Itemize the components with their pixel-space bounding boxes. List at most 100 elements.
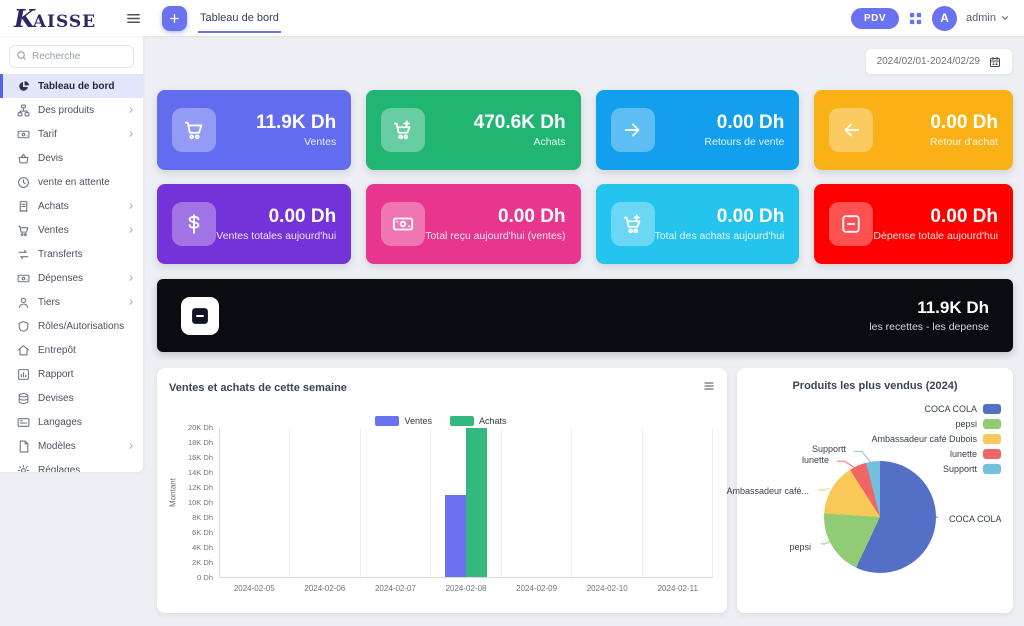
sidebar-item-tarif[interactable]: Tarif bbox=[0, 122, 143, 146]
chevron-right-icon bbox=[127, 442, 135, 450]
banner-text: 11.9K Dh les recettes - les depense bbox=[869, 298, 989, 333]
sidebar-item-transferts[interactable]: Transferts bbox=[0, 242, 143, 266]
chart-menu-icon[interactable] bbox=[703, 380, 715, 395]
shield-icon bbox=[17, 320, 30, 333]
sidebar: Tableau de bord Des produits Tarif Devis ven… bbox=[0, 36, 143, 472]
sidebar-item-label: Tiers bbox=[38, 296, 60, 308]
filter-row: 2024/02/01-2024/02/29 bbox=[157, 48, 1013, 75]
sidebar-item-label: Réglages bbox=[38, 464, 81, 473]
x-tick: 2024-02-08 bbox=[445, 584, 487, 593]
top-header: K AISSE Tableau de bord PDV A admin bbox=[0, 0, 1024, 36]
stat-card-value: 470.6K Dh bbox=[473, 111, 566, 133]
sidebar-item-ventes[interactable]: Ventes bbox=[0, 218, 143, 242]
user-icon bbox=[17, 296, 30, 309]
stat-card-depense-totale-aujourd-hui[interactable]: 0.00 Dh Dépense totale aujourd'hui bbox=[814, 184, 1013, 264]
stat-card-value: 0.00 Dh bbox=[268, 205, 337, 227]
sidebar-item-rapport[interactable]: Rapport bbox=[0, 362, 143, 386]
sidebar-item-entrepot[interactable]: Entrepôt bbox=[0, 338, 143, 362]
minus-square-icon bbox=[829, 202, 874, 246]
legend-swatch bbox=[983, 464, 1001, 474]
bar-slot bbox=[290, 428, 361, 577]
menu-toggle-icon[interactable] bbox=[118, 11, 148, 26]
stat-card-achats[interactable]: 470.6K Dh Achats bbox=[366, 90, 581, 170]
sidebar-item-devises[interactable]: Devises bbox=[0, 386, 143, 410]
pie-chart[interactable] bbox=[824, 461, 936, 573]
basket-icon bbox=[17, 152, 30, 165]
bar-slot bbox=[502, 428, 573, 577]
banknote-icon bbox=[381, 202, 426, 246]
sidebar-item-depenses[interactable]: Dépenses bbox=[0, 266, 143, 290]
arrow-left-icon bbox=[829, 108, 874, 152]
stat-card-label: Total reçu aujourd'hui (ventes) bbox=[425, 230, 566, 243]
tab-dashboard[interactable]: Tableau de bord bbox=[198, 3, 281, 33]
cart-icon bbox=[172, 108, 216, 152]
stat-card-value: 11.9K Dh bbox=[255, 111, 337, 133]
arrow-right-icon bbox=[610, 108, 655, 152]
y-axis-labels: 20K Dh 18K Dh 16K Dh 14K Dh 12K Dh 10K Dh 8K D… bbox=[187, 423, 213, 582]
sidebar-item-label: Entrepôt bbox=[38, 344, 76, 356]
user-avatar[interactable]: A bbox=[932, 5, 958, 31]
stat-card-ventes-totales-aujourd-hui[interactable]: 0.00 Dh Ventes totales aujourd'hui bbox=[157, 184, 352, 264]
x-tick: 2024-02-11 bbox=[657, 584, 698, 593]
sidebar-item-label: vente en attente bbox=[38, 176, 110, 188]
search-input[interactable] bbox=[9, 45, 134, 68]
sidebar-item-label: Tableau de bord bbox=[38, 80, 115, 92]
sidebar-item-achats[interactable]: Achats bbox=[0, 194, 143, 218]
stat-card-label: Ventes totales aujourd'hui bbox=[216, 230, 337, 243]
transfer-icon bbox=[17, 248, 30, 261]
legend-swatch bbox=[450, 416, 474, 426]
sidebar-search bbox=[9, 45, 134, 68]
date-range-picker[interactable]: 2024/02/01-2024/02/29 bbox=[864, 48, 1013, 75]
sidebar-item-label: Modèles bbox=[38, 440, 76, 452]
stat-card-retours-de-vente[interactable]: 0.00 Dh Retours de vente bbox=[595, 90, 800, 170]
bar-ventes-2024-02-08[interactable] bbox=[444, 495, 466, 577]
x-tick: 2024-02-09 bbox=[516, 584, 558, 593]
sidebar-item-tableau-de-bord[interactable]: Tableau de bord bbox=[0, 74, 143, 98]
stat-card-value: 0.00 Dh bbox=[716, 205, 785, 227]
stat-card-value: 0.00 Dh bbox=[497, 205, 566, 227]
pie-legend-item-supportt[interactable]: Supportt bbox=[871, 464, 1001, 474]
stat-card-value: 0.00 Dh bbox=[930, 111, 998, 133]
legend-item-ventes[interactable]: Ventes bbox=[375, 416, 432, 426]
pie-label-cafe: Ambassadeur café... bbox=[726, 486, 809, 496]
legend-item-achats[interactable]: Achats bbox=[450, 416, 507, 426]
banknote-icon bbox=[17, 128, 30, 141]
sidebar-item-langages[interactable]: Langages bbox=[0, 410, 143, 434]
sidebar-item-devis[interactable]: Devis bbox=[0, 146, 143, 170]
sidebar-item-vente-en-attente[interactable]: vente en attente bbox=[0, 170, 143, 194]
brand-logo[interactable]: K AISSE bbox=[0, 4, 118, 33]
new-tab-button[interactable] bbox=[162, 5, 187, 31]
brand-logo-initial: K bbox=[14, 3, 35, 33]
sidebar-item-des-produits[interactable]: Des produits bbox=[0, 98, 143, 122]
pdv-button[interactable]: PDV bbox=[850, 7, 900, 29]
sidebar-item-label: Devis bbox=[38, 152, 64, 164]
sidebar-item-tiers[interactable]: Tiers bbox=[0, 290, 143, 314]
stat-card-ventes[interactable]: 11.9K Dh Ventes bbox=[157, 90, 352, 170]
stat-cards-grid: 11.9K Dh Ventes 470.6K Dh Achats 0.00 Dh… bbox=[157, 90, 1013, 264]
home-icon bbox=[17, 344, 30, 357]
pie-chart-title: Produits les plus vendus (2024) bbox=[792, 380, 958, 392]
legend-swatch bbox=[983, 419, 1001, 429]
sidebar-item-label: Ventes bbox=[38, 224, 69, 236]
pie-legend-item-ambassadeur-cafe-dubois[interactable]: Ambassadeur café Dubois bbox=[871, 434, 1001, 444]
sidebar-item-modeles[interactable]: Modèles bbox=[0, 434, 143, 458]
pie-label-supportt: Supportt bbox=[811, 444, 846, 454]
user-menu[interactable]: admin bbox=[966, 12, 1010, 24]
stat-card-retour-d-achat[interactable]: 0.00 Dh Retour d'achat bbox=[814, 90, 1013, 170]
stat-card-total-des-achats-aujourd-hui[interactable]: 0.00 Dh Total des achats aujourd'hui bbox=[595, 184, 800, 264]
chevron-right-icon bbox=[127, 106, 135, 114]
pie-legend-item-lunette[interactable]: lunette bbox=[871, 449, 1001, 459]
pie-legend-item-pepsi[interactable]: pepsi bbox=[871, 419, 1001, 429]
sidebar-item-reglages[interactable]: Réglages bbox=[0, 458, 143, 472]
fullscreen-icon[interactable] bbox=[908, 11, 923, 26]
bar-chart-body: Montant 20K Dh 18K Dh 16K Dh 14K Dh 12K Dh 10… bbox=[169, 423, 713, 593]
language-icon bbox=[17, 416, 30, 429]
cart-plus-icon bbox=[610, 202, 655, 246]
chevron-right-icon bbox=[127, 298, 135, 306]
cart-plus-icon bbox=[381, 108, 426, 152]
bar-achats-2024-02-08[interactable] bbox=[465, 428, 487, 577]
sidebar-item-roles-autorisations[interactable]: Rôles/Autorisations bbox=[0, 314, 143, 338]
pie-legend-item-coca-cola[interactable]: COCA COLA bbox=[871, 404, 1001, 414]
stat-card-total-recu-aujourd-hui-ventes[interactable]: 0.00 Dh Total reçu aujourd'hui (ventes) bbox=[366, 184, 581, 264]
